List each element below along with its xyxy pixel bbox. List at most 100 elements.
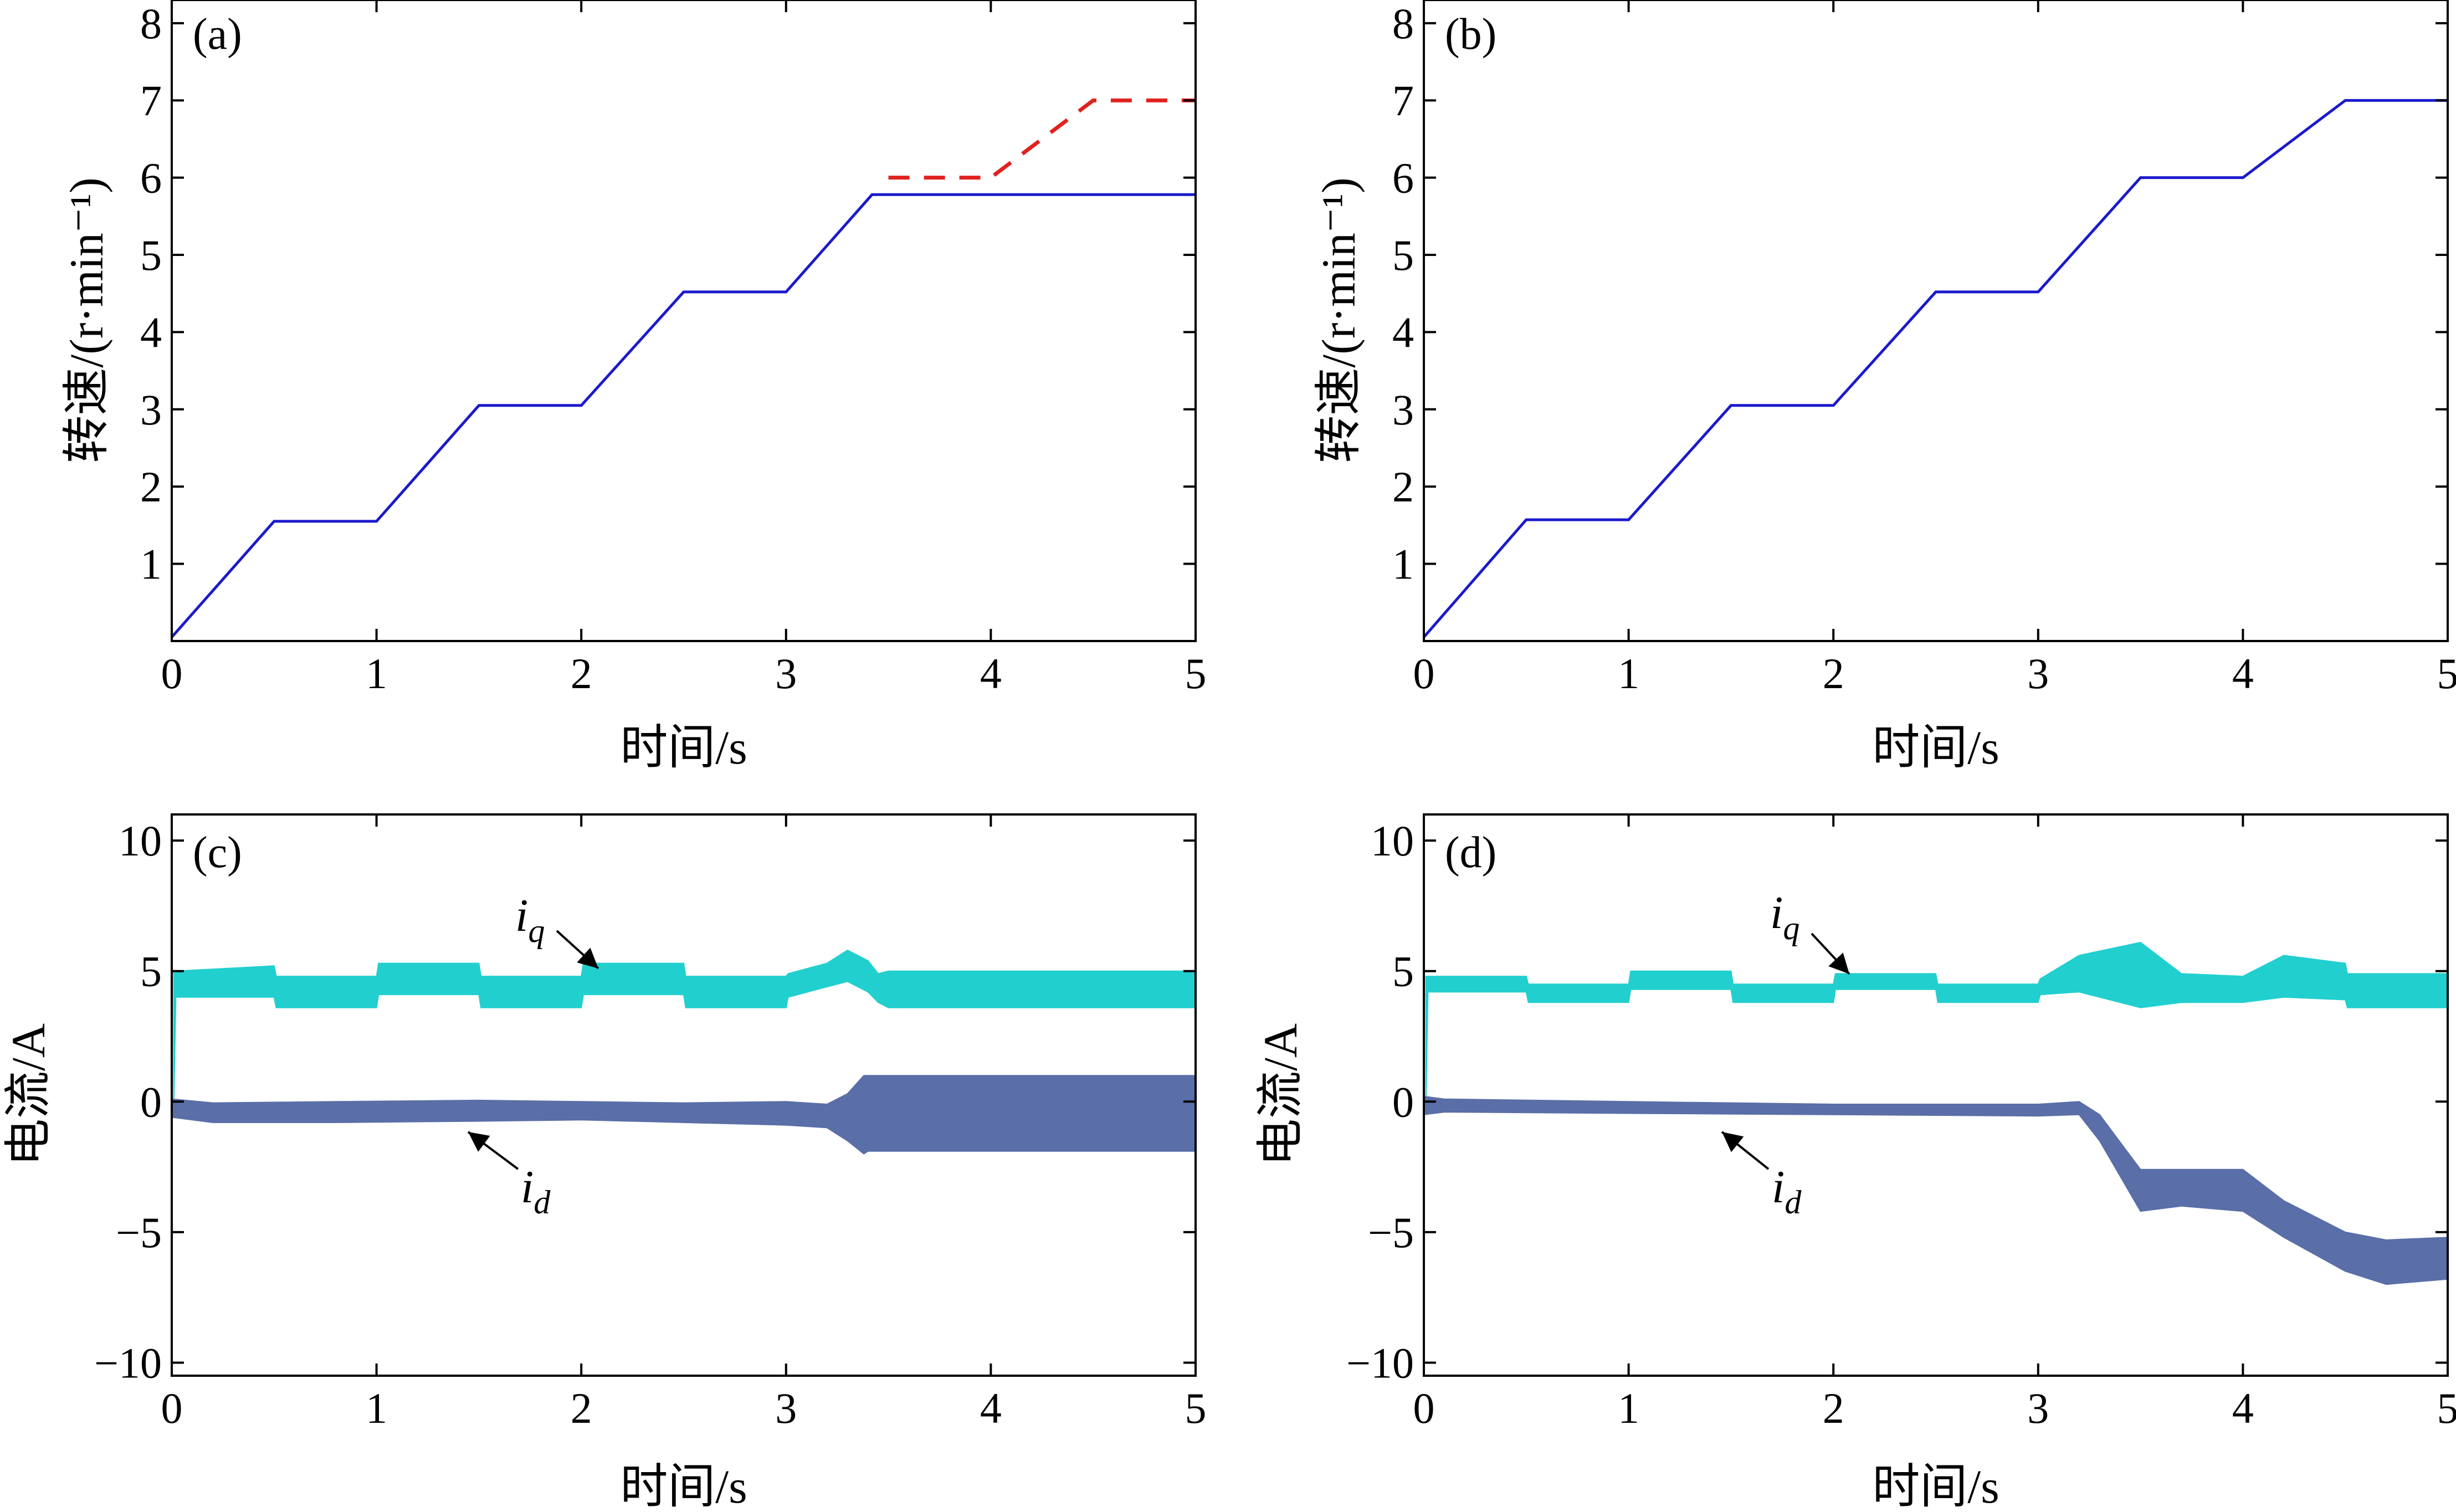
panel-a-ytick-label: 7 <box>140 76 162 125</box>
panel-b-ytick-label: 4 <box>1392 308 1414 356</box>
panel-d-xtick-label: 3 <box>2027 1384 2049 1432</box>
panel-b-xtick-label: 4 <box>2232 649 2254 698</box>
panel-c-ytick-label: 0 <box>140 1078 162 1126</box>
panel-d-xtick-label: 1 <box>1618 1384 1639 1432</box>
panel-a-series-actual-speed <box>171 193 1196 638</box>
panel-d-series-id <box>1423 1095 2448 1285</box>
panel-d-frame <box>1423 813 2449 1377</box>
panel-b-frame <box>1423 0 2449 642</box>
panel-a-label: (a) <box>193 10 242 59</box>
panel-d-xtick-label: 2 <box>1823 1384 1844 1432</box>
panel-b-ticks: 0 1 2 3 4 5 1 2 3 4 5 6 7 8 <box>1392 0 2456 698</box>
panel-d-id-annotation: id <box>1721 1131 1802 1221</box>
panel-a-ytick-label: 5 <box>140 231 162 279</box>
panel-c-ytick-label: 5 <box>140 947 162 996</box>
panel-b-xtick-label: 5 <box>2437 649 2456 698</box>
panel-b-ytick-label: 2 <box>1392 463 1414 511</box>
panel-d-label: (d) <box>1445 828 1496 877</box>
panel-d-ticks: 0 1 2 3 4 5 −10 −5 0 5 10 <box>1346 814 2456 1432</box>
panel-a-ylabel: 转速/(r·min⁻¹) <box>60 177 113 463</box>
panel-d-series-iq <box>1425 941 2448 1102</box>
panel-d-id-arrow <box>1721 1131 1770 1170</box>
panel-a-ticks: 0 1 2 3 4 5 1 2 3 4 5 6 7 8 <box>140 0 1207 698</box>
panel-b-label: (b) <box>1445 10 1496 59</box>
panel-d-xtick-label: 5 <box>2437 1384 2456 1432</box>
panel-d-ytick-label: −5 <box>1368 1208 1414 1257</box>
panel-a-ytick-label: 6 <box>140 154 162 202</box>
panel-b-xtick-label: 1 <box>1618 649 1639 698</box>
panel-c-series-id <box>171 1075 1196 1155</box>
panel-c-iq-letter: i <box>515 890 528 941</box>
panel-b-xtick-label: 3 <box>2027 649 2049 698</box>
panel-d-ytick-label: 10 <box>1371 817 1414 865</box>
panel-c-xtick-label: 5 <box>1185 1384 1207 1432</box>
panel-b-ytick-label: 7 <box>1392 76 1414 125</box>
panel-d-iq-sub: q <box>1783 910 1799 946</box>
panel-b-ylabel: 转速/(r·min⁻¹) <box>1312 177 1365 463</box>
panel-d-xlabel: 时间/s <box>1872 1460 1999 1512</box>
panel-c-iq-annotation: iq <box>515 890 599 970</box>
panel-d-iq-arrow <box>1811 932 1850 975</box>
panel-d-id-sub: d <box>1785 1184 1802 1221</box>
panel-a-ytick-label: 1 <box>140 540 162 588</box>
panel-a-xtick-label: 1 <box>366 649 387 698</box>
panel-a-frame <box>171 0 1197 642</box>
panel-a-ytick-label: 8 <box>140 0 162 48</box>
panel-c-iq-arrow <box>556 930 599 970</box>
panel-d-ylabel: 电流/A <box>1254 1023 1307 1166</box>
panel-d-ytick-label: 0 <box>1392 1078 1414 1126</box>
panel-c-ytick-label: −5 <box>116 1208 162 1257</box>
panel-a-ytick-label: 2 <box>140 463 162 511</box>
panel-c-xtick-label: 0 <box>161 1384 183 1432</box>
panel-d-iq-letter: i <box>1770 887 1783 939</box>
svg-text:iq: iq <box>1770 887 1799 946</box>
panel-c-series <box>171 949 1196 1155</box>
panel-c-xtick-label: 4 <box>980 1384 1002 1432</box>
panel-c-xtick-label: 2 <box>571 1384 592 1432</box>
panel-c-xtick-label: 3 <box>775 1384 797 1432</box>
panel-d-series <box>1423 941 2448 1285</box>
svg-text:id: id <box>1772 1161 1802 1221</box>
panel-a-series-reference <box>888 98 1196 180</box>
panel-b-ytick-label: 8 <box>1392 0 1414 48</box>
panel-c-iq-sub: q <box>528 913 545 949</box>
panel-b-ytick-label: 5 <box>1392 231 1414 279</box>
panel-c-label: (c) <box>193 828 242 877</box>
panel-b-series-actual-speed <box>1423 99 2448 638</box>
panel-b-ytick-label: 1 <box>1392 540 1414 588</box>
panel-b-xtick-label: 2 <box>1823 649 1844 698</box>
panel-a-xtick-label: 4 <box>980 649 1002 698</box>
panel-a-ytick-label: 3 <box>140 386 162 434</box>
panel-b-xlabel: 时间/s <box>1872 721 1999 774</box>
panel-a-xlabel: 时间/s <box>620 721 747 774</box>
panel-c-ticks: 0 1 2 3 4 5 −10 −5 0 5 10 <box>94 814 1207 1432</box>
panel-c-ytick-label: −10 <box>94 1339 162 1387</box>
panel-c-xlabel: 时间/s <box>620 1460 747 1512</box>
panel-b-series <box>1423 99 2448 638</box>
panel-b-ytick-label: 3 <box>1392 386 1414 434</box>
panel-b-xtick-label: 0 <box>1413 649 1435 698</box>
panel-b-ytick-label: 6 <box>1392 154 1414 202</box>
panel-b: 0 1 2 3 4 5 1 2 3 4 5 6 7 8 (b) 时间/s 转速/(r·min⁻¹) <box>1312 0 2456 774</box>
panel-a-xtick-label: 5 <box>1185 649 1207 698</box>
panel-d-iq-annotation: iq <box>1770 887 1850 975</box>
panel-c-id-annotation: id <box>467 1131 551 1221</box>
svg-text:id: id <box>521 1161 551 1221</box>
panel-c-ylabel: 电流/A <box>2 1023 55 1166</box>
panel-c-id-arrow <box>467 1131 519 1170</box>
panel-a-xtick-label: 0 <box>161 649 183 698</box>
panel-a-series <box>171 98 1196 638</box>
panel-a-ytick-label: 4 <box>140 308 162 356</box>
panel-c-ytick-label: 10 <box>119 817 162 865</box>
panel-d-ytick-label: 5 <box>1392 947 1414 996</box>
panel-c-id-letter: i <box>521 1161 534 1213</box>
panel-a-xtick-label: 3 <box>775 649 797 698</box>
panel-d-ytick-label: −10 <box>1346 1339 1414 1387</box>
panel-a-xtick-label: 2 <box>571 649 592 698</box>
panel-c-id-sub: d <box>534 1184 551 1221</box>
panel-d-id-letter: i <box>1772 1161 1785 1213</box>
panel-c-xtick-label: 1 <box>366 1384 387 1432</box>
